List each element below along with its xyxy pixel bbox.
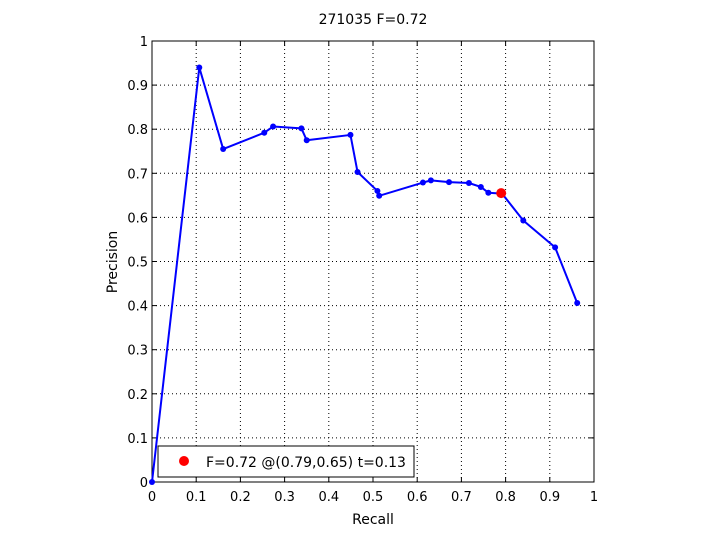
best-f-marker	[496, 188, 507, 199]
data-point	[347, 131, 354, 138]
x-tick-label: 0.1	[186, 490, 207, 505]
data-point	[196, 64, 203, 71]
x-tick-label: 0.9	[539, 490, 560, 505]
data-point	[354, 168, 361, 175]
x-axis-title: Recall	[352, 512, 394, 528]
y-tick-label: 0.3	[127, 344, 148, 359]
y-tick-label: 1	[140, 35, 148, 50]
x-tick-label: 0.3	[274, 490, 295, 505]
data-point	[419, 179, 426, 186]
x-tick-labels: 0 0.1 0.2 0.3 0.4 0.5 0.6 0.7 0.8 0.9 1	[148, 490, 598, 505]
y-tick-label: 0.7	[127, 167, 148, 182]
data-point	[485, 189, 492, 196]
marker-layer	[496, 188, 507, 199]
data-point	[446, 179, 453, 186]
y-tick-label: 0.1	[127, 432, 148, 447]
x-tick-label: 0.8	[495, 490, 516, 505]
grid-lines	[152, 41, 594, 482]
data-point	[149, 479, 155, 485]
legend: F=0.72 @(0.79,0.65) t=0.13	[157, 445, 415, 478]
y-tick-labels: 0 0.1 0.2 0.3 0.4 0.5 0.6 0.7 0.8 0.9 1	[127, 35, 148, 491]
chart-title: 271035 F=0.72	[319, 12, 428, 28]
x-tick-label: 0.6	[407, 490, 428, 505]
data-point	[374, 187, 381, 194]
data-point	[303, 137, 310, 144]
y-axis-title: Precision	[105, 231, 121, 293]
x-tick-label: 0	[148, 490, 156, 505]
data-point	[376, 192, 383, 199]
y-tick-label: 0.8	[127, 123, 148, 138]
data-point	[552, 244, 559, 251]
x-tick-label: 0.5	[363, 490, 384, 505]
y-tick-label: 0.6	[127, 211, 148, 226]
legend-box	[157, 445, 415, 478]
data-point	[270, 123, 277, 130]
data-point	[298, 125, 305, 132]
y-tick-label: 0.5	[127, 256, 148, 271]
data-point	[477, 183, 484, 190]
x-tick-label: 0.2	[230, 490, 251, 505]
data-point	[520, 217, 527, 224]
series-layer	[149, 64, 581, 485]
legend-label: F=0.72 @(0.79,0.65) t=0.13	[206, 455, 406, 471]
data-point	[574, 299, 581, 306]
x-tick-label: 1	[590, 490, 598, 505]
x-tick-label: 0.4	[318, 490, 339, 505]
y-tick-label: 0.9	[127, 79, 148, 94]
y-tick-label: 0	[140, 476, 148, 491]
y-tick-label: 0.4	[127, 300, 148, 315]
x-tick-label: 0.7	[451, 490, 472, 505]
legend-marker	[179, 456, 189, 466]
data-point	[220, 146, 227, 153]
data-point	[427, 177, 434, 184]
data-point	[261, 129, 268, 136]
y-tick-label: 0.2	[127, 388, 148, 403]
data-point	[465, 180, 472, 187]
